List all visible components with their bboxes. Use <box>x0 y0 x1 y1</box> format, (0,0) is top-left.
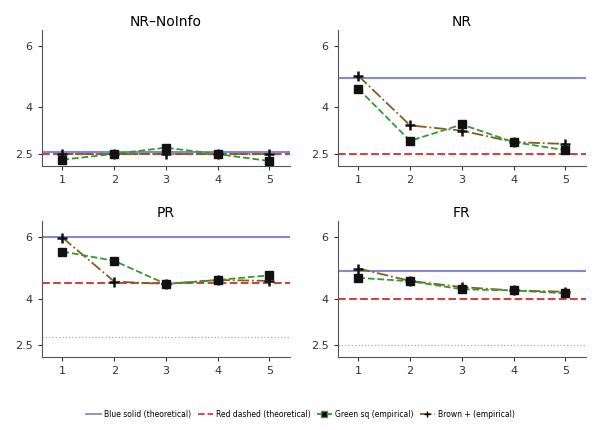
Legend: Blue solid (theoretical), Red dashed (theoretical), Green sq (empirical), Brown : Blue solid (theoretical), Red dashed (th… <box>83 407 518 422</box>
Title: PR: PR <box>157 206 175 220</box>
Title: NR: NR <box>452 15 472 29</box>
Title: FR: FR <box>453 206 471 220</box>
Title: NR–NoInfo: NR–NoInfo <box>130 15 202 29</box>
